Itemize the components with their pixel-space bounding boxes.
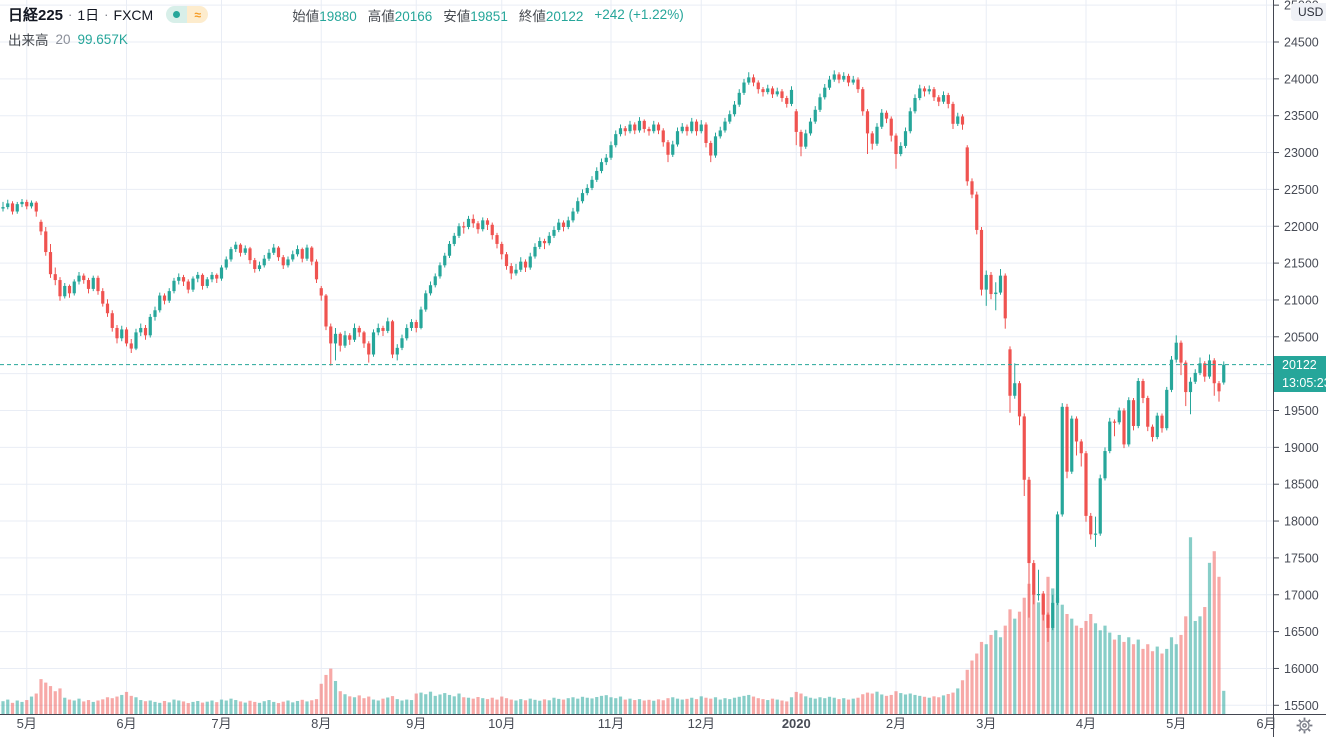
candlesticks [1, 70, 1226, 642]
svg-text:24000: 24000 [1284, 72, 1319, 86]
svg-text:6月: 6月 [116, 716, 136, 731]
low-value: 19851 [470, 8, 508, 24]
svg-text:10月: 10月 [488, 716, 515, 731]
open-value: 19880 [319, 8, 357, 24]
high-value: 20166 [394, 8, 433, 24]
svg-text:9月: 9月 [406, 716, 426, 731]
volume-ma-param: 20 [55, 31, 71, 47]
svg-text:23000: 23000 [1284, 146, 1319, 160]
svg-text:15500: 15500 [1284, 699, 1319, 713]
time-axis-scale[interactable]: 5月 6月 7月 8月 9月 10月 11月 12月 2020 2月 3月 4月 5月 6月 [17, 716, 1277, 731]
svg-text:18500: 18500 [1284, 478, 1319, 492]
bar-countdown-badge: 13:05:23 [1274, 374, 1326, 393]
svg-text:16500: 16500 [1284, 625, 1319, 639]
settings-gear-button[interactable] [1288, 716, 1320, 735]
svg-text:2月: 2月 [886, 716, 906, 731]
exchange-name[interactable]: FXCM [113, 6, 154, 23]
svg-text:5月: 5月 [17, 716, 37, 731]
current-price-badge: 20122 [1274, 355, 1326, 374]
svg-text:21500: 21500 [1284, 257, 1319, 271]
grid-lines [0, 0, 1273, 714]
svg-text:12月: 12月 [688, 716, 715, 731]
svg-text:2020: 2020 [782, 716, 811, 731]
svg-text:20500: 20500 [1284, 330, 1319, 344]
symbol-name[interactable]: 日経225 [8, 7, 64, 24]
svg-text:24500: 24500 [1284, 36, 1319, 50]
delayed-data-icon: ≈ [187, 6, 209, 23]
separator: · [68, 7, 73, 22]
market-status-pill[interactable]: ≈ [166, 6, 209, 23]
volume-row: 出来高 20 99.657K [8, 29, 684, 49]
low-label: 安値 [443, 8, 471, 24]
close-value: 20122 [545, 8, 584, 24]
svg-text:3月: 3月 [976, 716, 996, 731]
svg-text:19500: 19500 [1284, 404, 1319, 418]
svg-text:18000: 18000 [1284, 515, 1319, 529]
svg-text:21000: 21000 [1284, 293, 1319, 307]
svg-text:11月: 11月 [598, 716, 625, 731]
svg-text:7月: 7月 [211, 716, 231, 731]
svg-text:17000: 17000 [1284, 588, 1319, 602]
volume-bars [1, 537, 1226, 714]
high-label: 高値 [367, 8, 395, 24]
open-label: 始値 [292, 8, 320, 24]
svg-text:6月: 6月 [1256, 716, 1276, 731]
market-open-status-icon [166, 6, 188, 23]
volume-label[interactable]: 出来高 [8, 33, 49, 48]
legend-title-row: 日経225 · 1日 · FXCM ≈ 始値19880 高値20166 安値19… [8, 4, 684, 25]
svg-text:8月: 8月 [311, 716, 331, 731]
price-axis-scale[interactable]: 2500024500240002350023000225002200021500… [1274, 0, 1319, 713]
svg-text:16000: 16000 [1284, 662, 1319, 676]
change-value: +242 (+1.22%) [594, 7, 684, 22]
legend: 日経225 · 1日 · FXCM ≈ 始値19880 高値20166 安値19… [8, 4, 684, 49]
interval-value[interactable]: 1日 [77, 6, 100, 23]
ohlc-values: 始値19880 高値20166 安値19851 終値20122 +242 (+1… [292, 5, 684, 25]
svg-text:23500: 23500 [1284, 109, 1319, 123]
svg-text:17500: 17500 [1284, 551, 1319, 565]
svg-text:22000: 22000 [1284, 220, 1319, 234]
separator: · [104, 7, 109, 22]
volume-value: 99.657K [77, 31, 128, 47]
gear-icon [1296, 717, 1312, 734]
svg-text:22500: 22500 [1284, 183, 1319, 197]
svg-text:19000: 19000 [1284, 441, 1319, 455]
svg-text:5月: 5月 [1166, 716, 1186, 731]
currency-badge: USD [1291, 3, 1326, 21]
svg-text:4月: 4月 [1076, 716, 1096, 731]
close-label: 終値 [518, 8, 546, 24]
